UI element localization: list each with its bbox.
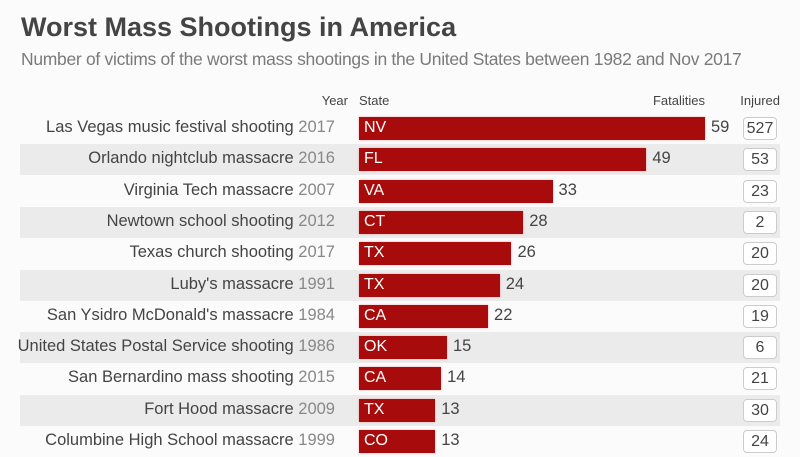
event-name: San Bernardino mass shooting <box>68 368 294 387</box>
fatalities-value: 59 <box>711 118 730 136</box>
injured-value: 6 <box>743 336 777 360</box>
fatalities-bar <box>359 367 442 391</box>
injured-value: 19 <box>743 304 777 328</box>
fatalities-value: 26 <box>517 243 536 262</box>
event-name: Orlando nightclub massacre <box>88 149 294 168</box>
fatalities-bar <box>359 179 553 203</box>
table-row: Orlando nightclub massacre 2016 FL 49 53 <box>20 144 780 176</box>
row-label: San Bernardino mass shooting 2015 <box>68 368 335 387</box>
event-name: San Ysidro McDonald's massacre <box>46 305 294 324</box>
event-year: 2007 <box>298 180 335 199</box>
fatalities-value: 28 <box>529 211 548 230</box>
state-label: TX <box>364 275 385 293</box>
event-year: 2016 <box>298 149 335 168</box>
injured-value: 20 <box>743 273 777 297</box>
fatalities-bar <box>359 398 436 422</box>
state-label: CT <box>364 212 386 230</box>
table-row: Texas church shooting 2017 TX 26 20 <box>20 238 780 269</box>
state-label: TX <box>364 400 385 418</box>
fatalities-bar <box>359 304 489 328</box>
injured-value: 30 <box>743 398 777 422</box>
fatalities-bar <box>359 117 705 140</box>
row-label: San Ysidro McDonald's massacre 1984 <box>47 306 335 325</box>
fatalities-bar <box>359 273 500 297</box>
event-name: Texas church shooting <box>129 243 294 262</box>
fatalities-value: 49 <box>652 149 671 168</box>
table-row: Luby's massacre 1991 TX 24 20 <box>20 269 780 301</box>
event-name: Luby's massacre <box>170 274 294 293</box>
event-year: 1984 <box>298 305 335 324</box>
table-row: United States Postal Service shooting 19… <box>18 332 780 364</box>
row-label: Texas church shooting 2017 <box>130 243 336 262</box>
injured-value: 53 <box>743 148 777 172</box>
row-label: Virginia Tech massacre 2007 <box>124 181 335 200</box>
event-year: 2017 <box>298 118 335 136</box>
fatalities-value: 13 <box>441 431 460 449</box>
event-name: Fort Hood massacre <box>144 399 294 418</box>
table-row: Las Vegas music festival shooting 2017 NV… <box>20 113 780 144</box>
fatalities-value: 13 <box>441 399 460 418</box>
chart-subtitle: Number of victims of the worst mass shoo… <box>21 49 742 69</box>
row-label: Newtown school shooting 2012 <box>107 212 335 231</box>
state-label: TX <box>364 244 385 262</box>
fatalities-value: 14 <box>447 368 466 387</box>
event-year: 2009 <box>298 399 335 418</box>
fatalities-value: 15 <box>452 337 472 356</box>
table-row: San Bernardino mass shooting 2015 CA 14 21 <box>20 363 780 394</box>
event-name: Newtown school shooting <box>106 211 294 230</box>
row-label: Columbine High School massacre 1999 <box>45 431 335 450</box>
injured-value: 527 <box>743 117 777 140</box>
fatalities-bar <box>359 210 524 234</box>
state-label: NV <box>364 119 387 136</box>
event-year: 2012 <box>298 211 335 230</box>
header-injured: Injured <box>740 93 780 108</box>
injured-value: 23 <box>743 179 777 203</box>
fatalities-bar <box>359 242 512 266</box>
state-label: VA <box>364 181 385 199</box>
state-label: FL <box>364 150 383 168</box>
fatalities-bar <box>359 336 447 360</box>
table-row: Columbine High School massacre 1999 CO 13 2… <box>20 426 780 457</box>
injured-value: 21 <box>743 367 777 391</box>
event-year: 2017 <box>298 243 335 262</box>
row-label: United States Postal Service shooting 19… <box>18 337 335 356</box>
row-label: Orlando nightclub massacre 2016 <box>88 149 335 168</box>
table-row: Newtown school shooting 2012 CT 28 2 <box>20 206 780 238</box>
row-label: Fort Hood massacre 2009 <box>144 400 335 419</box>
event-year: 1999 <box>298 431 335 449</box>
header-fatalities: Fatalities <box>652 93 705 108</box>
state-label: OK <box>364 338 388 356</box>
header-year: Year <box>321 93 348 108</box>
state-label: CA <box>364 306 387 324</box>
table-row: Virginia Tech massacre 2007 VA 33 23 <box>20 176 780 207</box>
chart-title: Worst Mass Shootings in America <box>21 12 457 42</box>
table-row: Fort Hood massacre 2009 TX 13 30 <box>20 394 780 426</box>
row-label: Luby's massacre 1991 <box>170 275 335 294</box>
header-state: State <box>359 93 390 108</box>
fatalities-bar <box>359 148 647 172</box>
fatalities-value: 33 <box>558 180 577 199</box>
table-row: San Ysidro McDonald's massacre 1984 CA 22 1… <box>20 301 780 332</box>
state-label: CA <box>364 369 387 387</box>
event-name: United States Postal Service shooting <box>17 337 294 356</box>
event-year: 2015 <box>298 368 335 387</box>
injured-value: 24 <box>743 430 777 453</box>
event-year: 1991 <box>298 274 335 293</box>
injured-value: 2 <box>743 210 777 234</box>
event-name: Las Vegas music festival shooting <box>46 118 294 136</box>
injured-value: 20 <box>743 242 777 266</box>
fatalities-value: 24 <box>505 274 525 293</box>
event-name: Columbine High School massacre <box>45 431 294 449</box>
state-label: CO <box>364 432 388 449</box>
fatalities-value: 22 <box>494 305 513 324</box>
row-label: Las Vegas music festival shooting 2017 <box>46 118 335 137</box>
event-name: Virginia Tech massacre <box>123 180 294 199</box>
fatalities-bar <box>359 430 436 453</box>
event-year: 1986 <box>298 337 335 356</box>
